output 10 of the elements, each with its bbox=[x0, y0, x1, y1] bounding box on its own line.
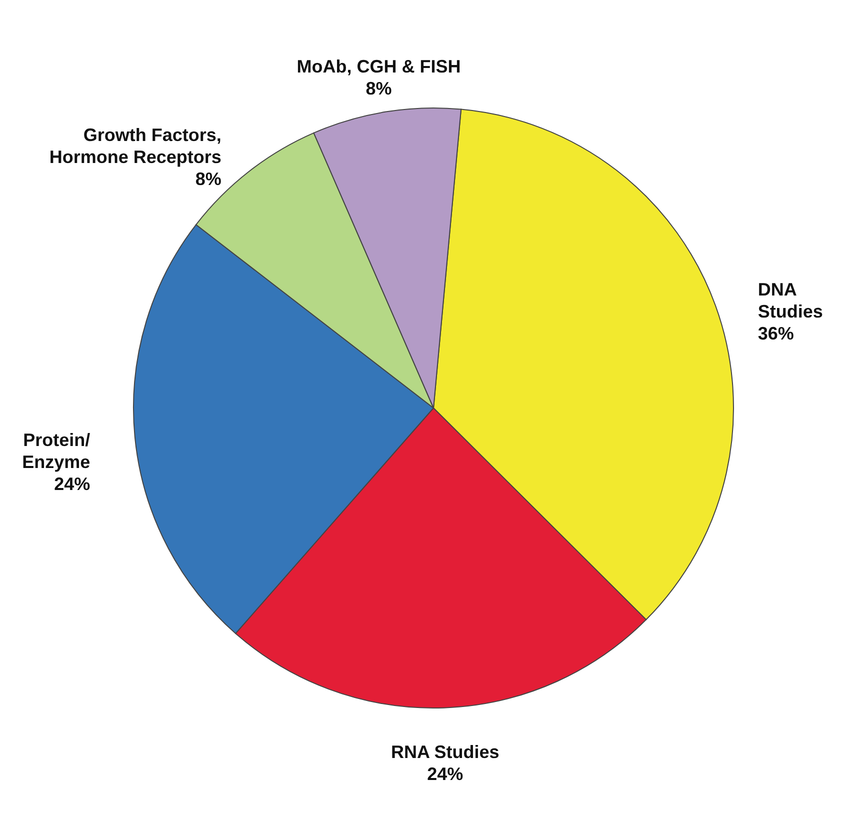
slice-label: DNA Studies bbox=[758, 279, 823, 322]
slice-label: Protein/ Enzyme bbox=[22, 430, 90, 472]
data-label: 24% bbox=[427, 764, 464, 784]
data-label: 24% bbox=[54, 474, 90, 494]
slice-label: RNA Studies bbox=[390, 742, 500, 762]
slice-label: MoAb, CGH & FISH bbox=[296, 56, 461, 76]
data-label: 36% bbox=[758, 323, 794, 344]
data-label: 8% bbox=[366, 78, 392, 98]
slice-label: Growth Factors, Hormone Receptors bbox=[49, 124, 222, 167]
data-label: 8% bbox=[195, 168, 222, 189]
